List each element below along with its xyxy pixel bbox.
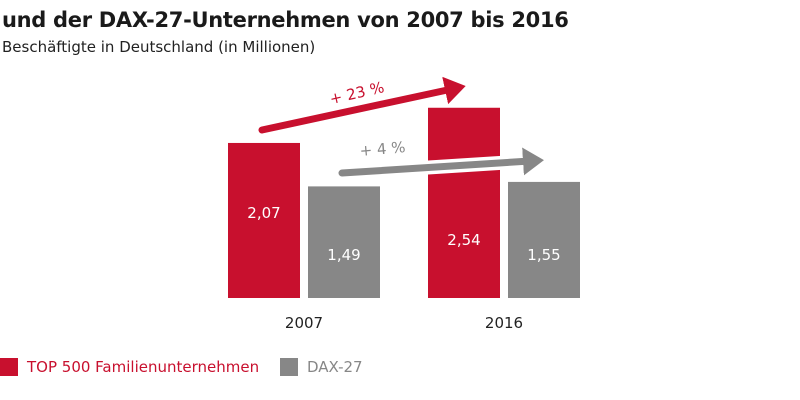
legend-swatch-red <box>0 358 18 376</box>
bar-1-1 <box>508 181 580 298</box>
legend-item-dax: DAX-27 <box>280 358 363 376</box>
bar-0-0 <box>228 142 300 298</box>
x-tick-label: 2007 <box>285 314 323 332</box>
legend-item-top500: TOP 500 Familienunternehmen <box>0 358 259 376</box>
x-tick-label: 2016 <box>485 314 523 332</box>
growth-label-1: + 4 % <box>359 138 406 160</box>
legend-swatch-gray <box>280 358 298 376</box>
data-label: 2,07 <box>247 204 280 222</box>
bar-1-0 <box>308 186 380 298</box>
bar-0-1 <box>428 107 500 298</box>
chart-title: und der DAX-27-Unternehmen von 2007 bis … <box>2 8 569 32</box>
data-label: 2,54 <box>447 231 480 249</box>
legend-label: TOP 500 Familienunternehmen <box>27 358 260 376</box>
data-label: 1,49 <box>327 246 360 264</box>
growth-arrow-0 <box>258 76 466 134</box>
growth-arrow-1 <box>338 147 544 177</box>
chart-subtitle: Beschäftigte in Deutschland (in Millione… <box>2 38 316 56</box>
legend-label: DAX-27 <box>307 358 363 376</box>
data-label: 1,55 <box>527 246 560 264</box>
